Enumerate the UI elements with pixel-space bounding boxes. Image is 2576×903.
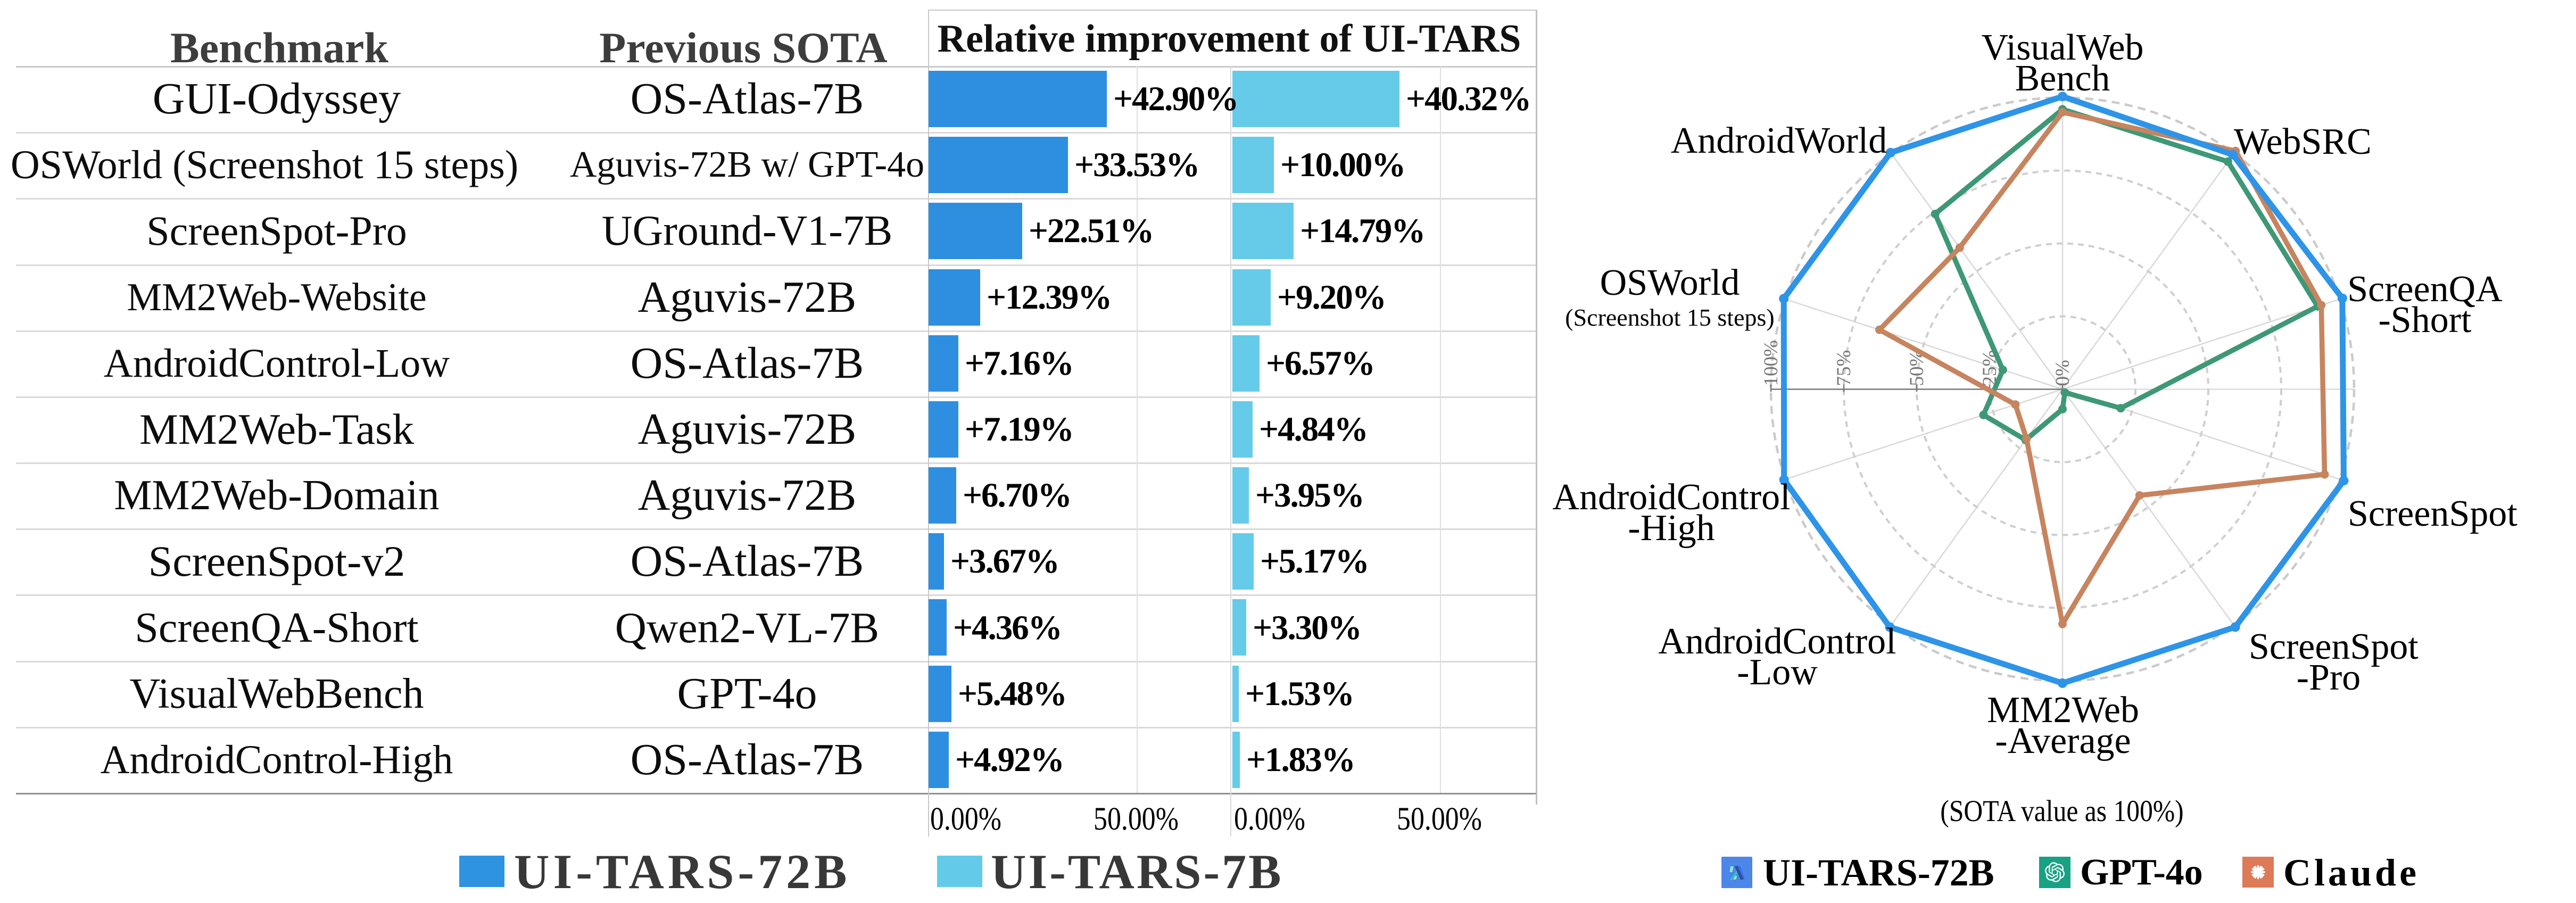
svg-text:75%: 75% [1833, 350, 1855, 386]
svg-text:0%: 0% [2052, 360, 2074, 386]
svg-text:100%: 100% [1760, 340, 1782, 386]
